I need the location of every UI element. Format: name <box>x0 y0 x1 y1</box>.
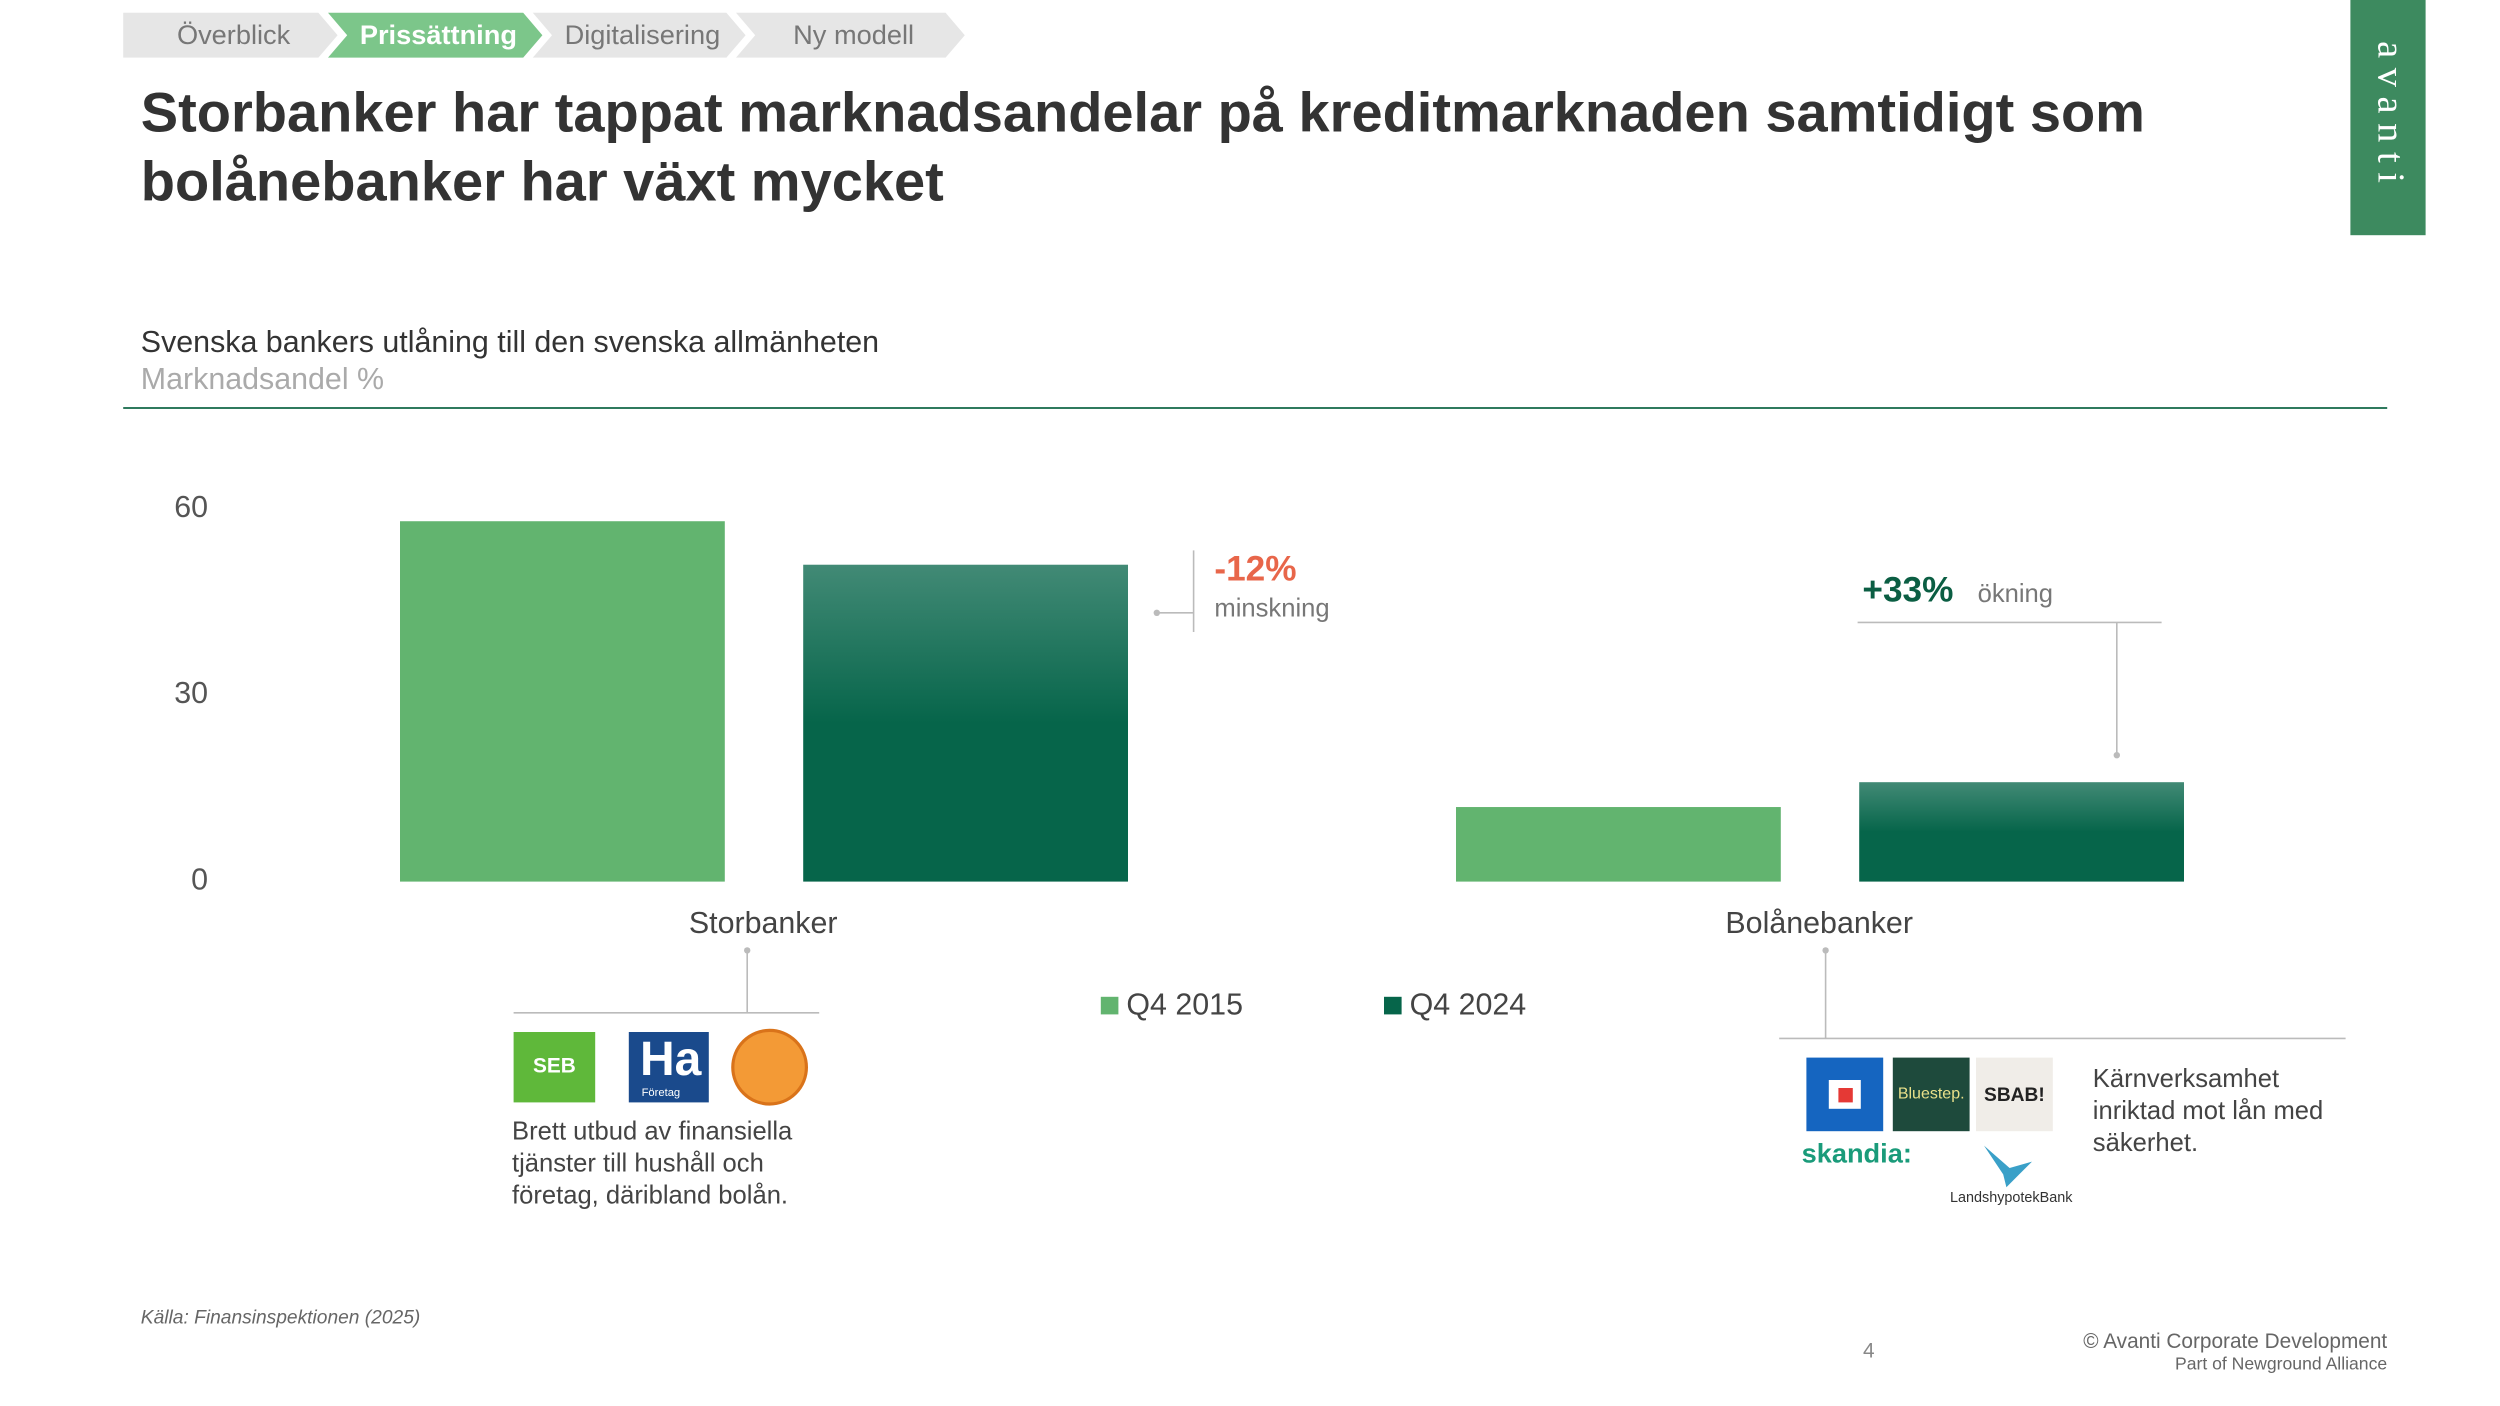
y-tick-label: 60 <box>174 490 208 524</box>
legend-swatch <box>1384 996 1402 1015</box>
title: bolånebanker har växt mycket <box>141 149 944 212</box>
nav-step <box>328 12 543 58</box>
footer: Part of Newground Alliance <box>2175 1353 2387 1373</box>
footer: © Avanti Corporate Development <box>2083 1330 2387 1353</box>
bar <box>400 521 725 882</box>
logo-bluestep <box>1892 1057 1970 1132</box>
x-tick-label: Bolånebanker <box>1725 906 1913 940</box>
source: Källa: Finansinspektionen (2025) <box>141 1307 420 1328</box>
logo-text: Bluestep. <box>1898 1086 1965 1103</box>
logo-text: Företag <box>642 1087 681 1099</box>
y-tick-label: 0 <box>191 863 208 897</box>
title: Storbanker har tappat marknadsandelar på… <box>141 81 2145 144</box>
logo-text: SBAB! <box>1984 1085 2045 1106</box>
group-description: tjänster till hushåll och <box>512 1150 764 1178</box>
legend-label: Q4 2015 <box>1126 987 1243 1021</box>
annotation-value: -12% <box>1214 549 1296 588</box>
nav-label: Prissättning <box>360 19 517 50</box>
group-description: inriktad mot lån med <box>2093 1097 2323 1125</box>
group-description: Brett utbud av finansiella <box>512 1118 793 1146</box>
nav-step <box>532 12 746 58</box>
logo-text: SEB <box>533 1055 576 1078</box>
annotation-note: minskning <box>1214 594 1329 622</box>
annotation-value: +33% <box>1862 570 1953 609</box>
logo-swedbank <box>731 1028 808 1106</box>
nav-label: Digitalisering <box>565 19 721 50</box>
brand: avanti <box>2369 41 2411 192</box>
logo-text: skandia: <box>1802 1137 1912 1168</box>
group-description: företag, däribland bolån. <box>512 1182 788 1210</box>
nav-label: Ny modell <box>793 19 914 50</box>
annotation-dot <box>1153 609 1160 616</box>
nav-step <box>736 12 965 58</box>
brand-box <box>2350 0 2426 236</box>
x-tick-label: Storbanker <box>689 906 838 940</box>
y-tick-label: 30 <box>174 676 208 710</box>
connector-dot <box>744 947 751 954</box>
logo-ha <box>628 1032 709 1103</box>
annotation-dot <box>2113 752 2120 759</box>
chart-title: Svenska bankers utlåning till den svensk… <box>141 325 879 359</box>
nav-label: Överblick <box>177 19 291 50</box>
legend-label: Q4 2024 <box>1410 987 1527 1021</box>
group-description: Kärnverksamhet <box>2093 1065 2279 1093</box>
nav-step <box>123 12 338 58</box>
logo-text: Ha <box>640 1033 702 1086</box>
bar <box>1456 807 1781 882</box>
logo-text: LandshypotekBank <box>1950 1190 2073 1206</box>
page-number: 4 <box>1863 1340 1875 1363</box>
bar <box>803 564 1128 882</box>
logo-sbab <box>1976 1057 2053 1132</box>
connector-dot <box>1822 947 1829 954</box>
logo-seb <box>513 1032 596 1103</box>
group-description: säkerhet. <box>2093 1129 2198 1157</box>
bar <box>1859 782 2184 882</box>
logo-bird <box>1984 1145 2032 1188</box>
chart-subtitle: Marknadsandel % <box>141 362 384 396</box>
legend-swatch <box>1100 996 1119 1015</box>
logo-lf-core <box>1838 1088 1853 1103</box>
annotation-note: ökning <box>1978 580 2053 608</box>
